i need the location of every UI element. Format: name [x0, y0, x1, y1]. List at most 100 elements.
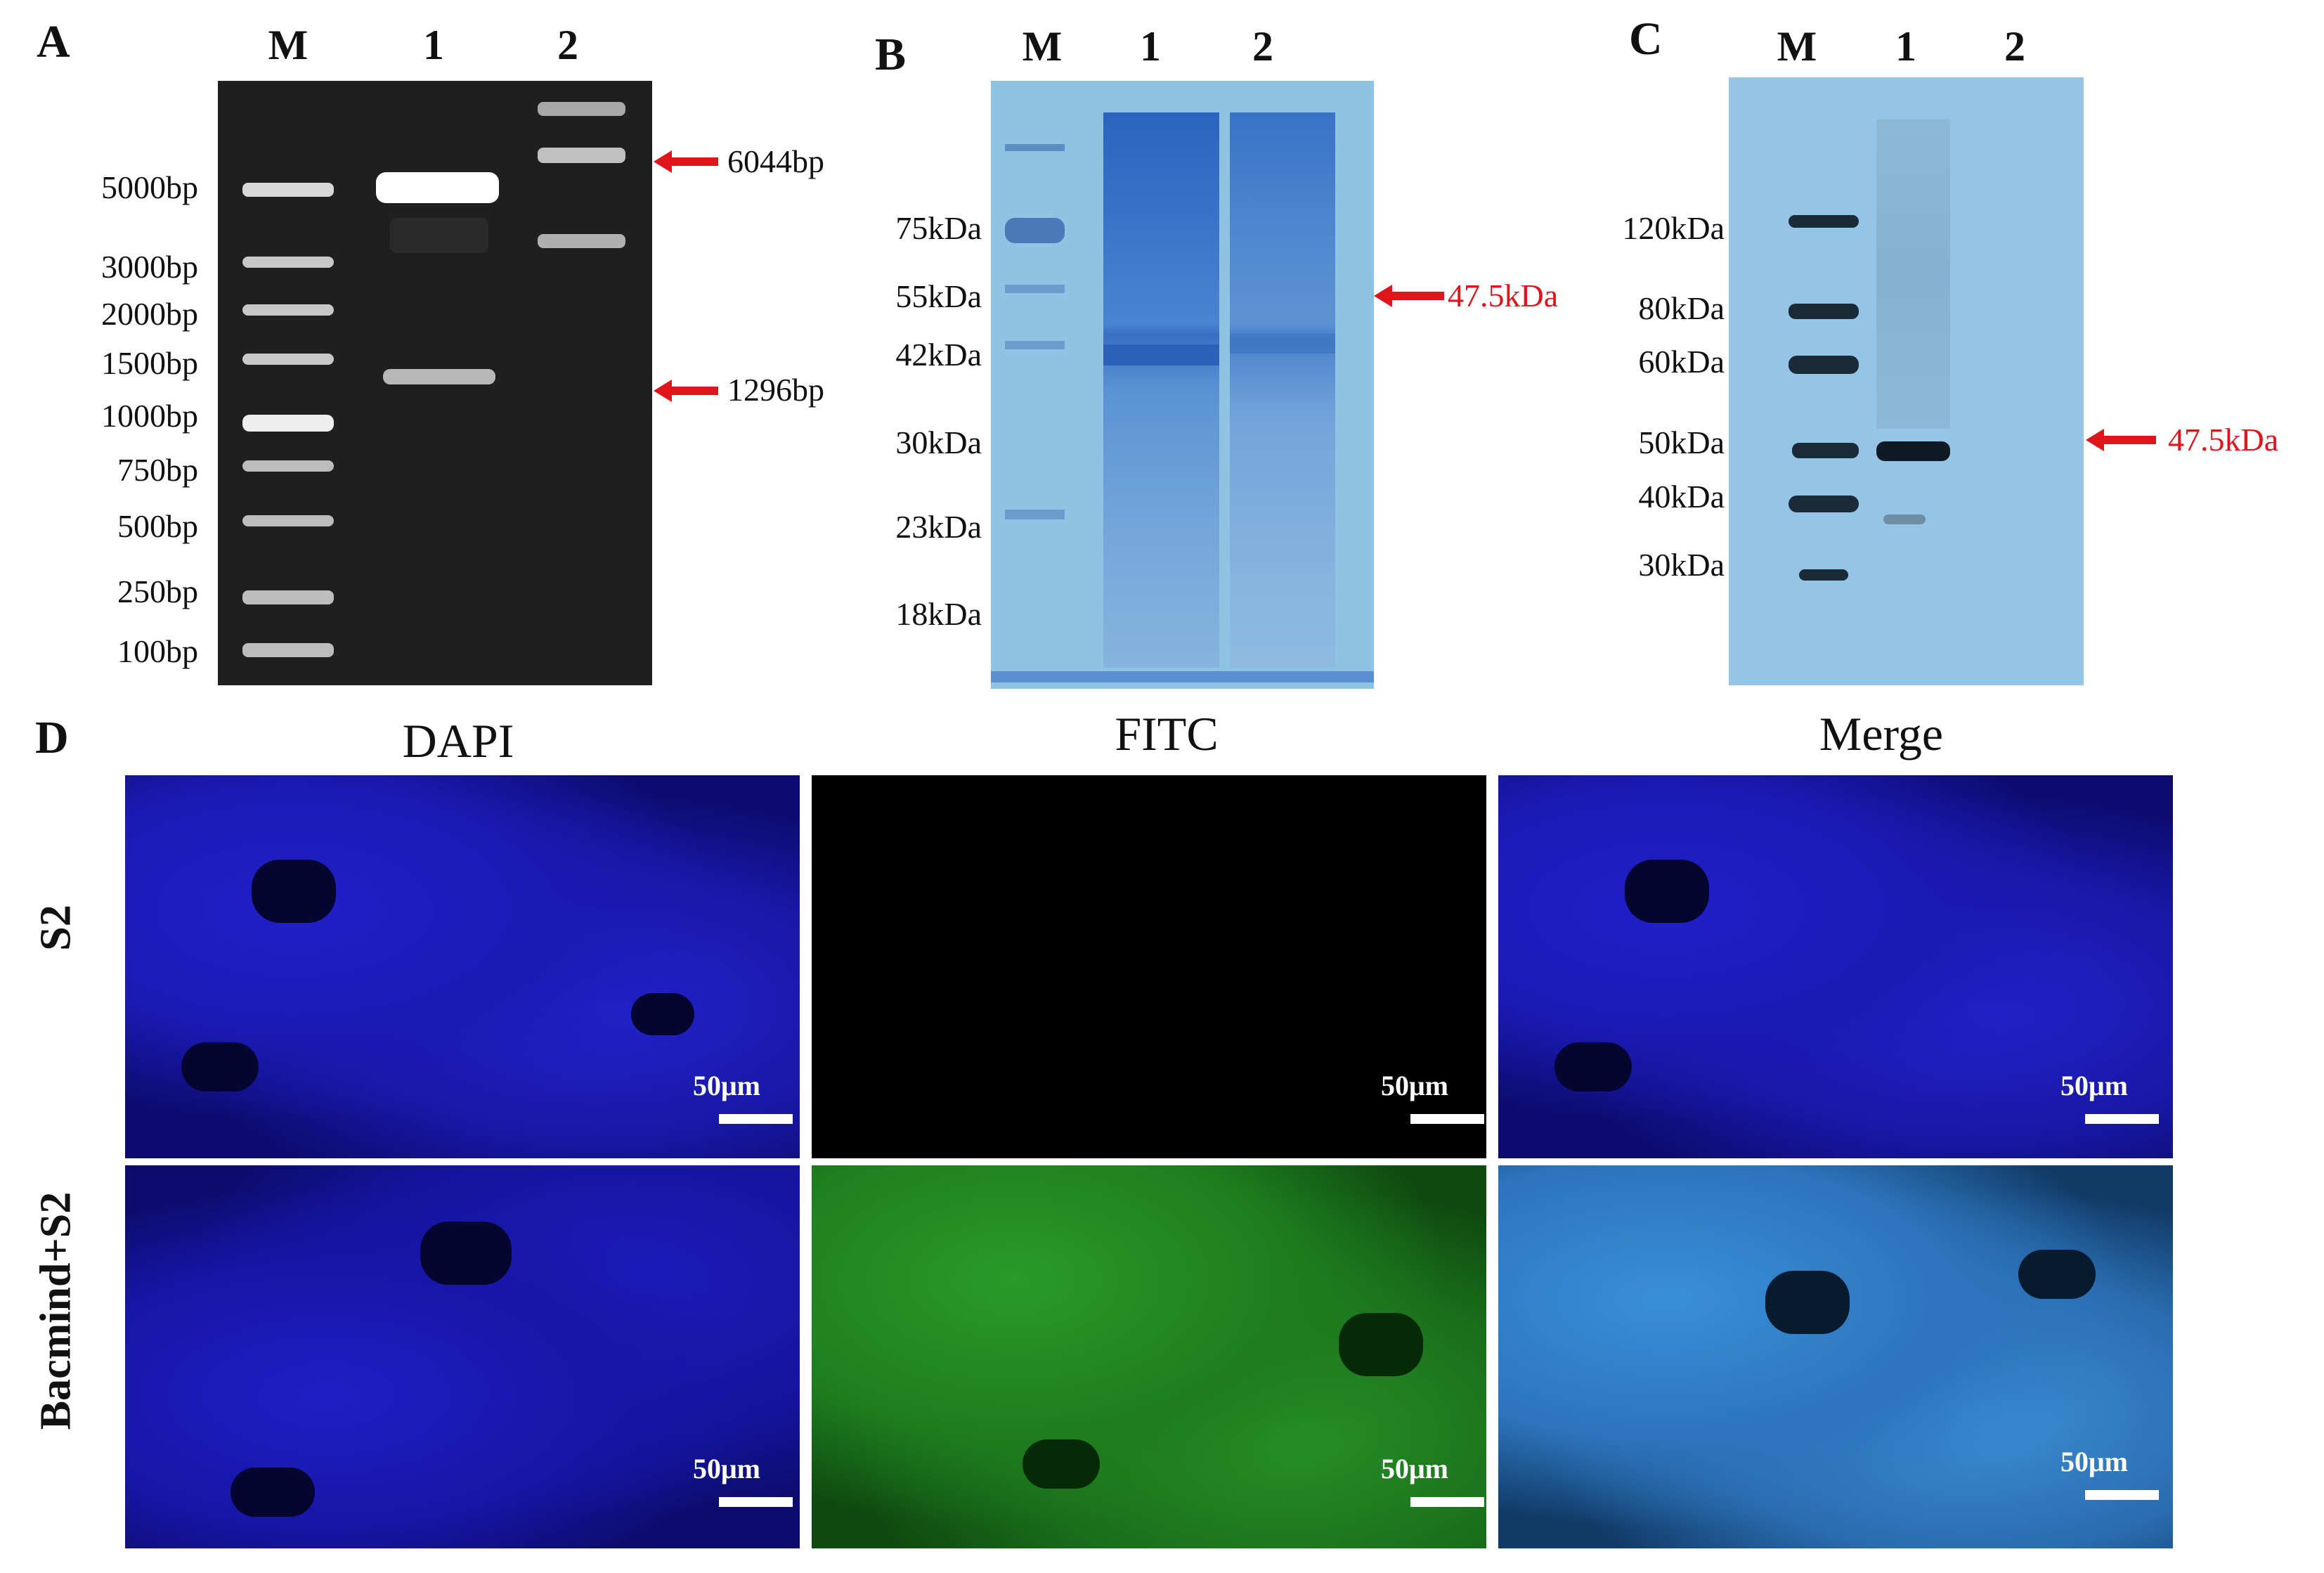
marker-label: 30kDa [895, 425, 982, 460]
scale-bar [2085, 1114, 2159, 1124]
ladder-band [242, 515, 334, 526]
dark-region [2018, 1250, 2096, 1299]
marker-band [1799, 569, 1848, 581]
marker-label: 42kDa [895, 337, 982, 373]
lane1-band [1103, 344, 1219, 365]
marker-label: 55kDa [895, 278, 982, 314]
marker-label: 75kDa [895, 210, 982, 246]
scale-bar-label: 50μm [2060, 1070, 2128, 1101]
micrograph-bacmind-dapi: 50μm [125, 1165, 800, 1548]
scale-bar-label: 50μm [2060, 1446, 2128, 1477]
marker-band [1005, 218, 1065, 243]
micrograph-bacmind-fitc: 50μm [812, 1165, 1486, 1548]
lane1-faint-band [1883, 514, 1926, 524]
dark-region [631, 993, 694, 1035]
micrograph-bacmind-merge: 50μm [1498, 1165, 2173, 1548]
marker-label: 250bp [117, 574, 198, 609]
panel-a-lane-1: 1 [423, 22, 444, 68]
scale-bar [1410, 1114, 1484, 1124]
dark-region [1765, 1271, 1850, 1334]
panel-a-letter: A [37, 16, 70, 67]
marker-label: 1500bp [101, 345, 198, 381]
panel-c-lane-m: M [1777, 23, 1817, 70]
marker-label: 500bp [117, 508, 198, 544]
marker-band [1005, 341, 1065, 349]
panel-c-lane-1: 1 [1895, 23, 1916, 70]
annotation-6044bp: 6044bp [727, 143, 824, 179]
marker-band [1005, 510, 1065, 519]
ladder-band [242, 590, 334, 604]
lane2-band [538, 148, 625, 163]
scale-bar-label: 50μm [693, 1453, 760, 1484]
scale-bar-label: 50μm [693, 1070, 760, 1101]
dark-region [1339, 1313, 1423, 1376]
dark-region [181, 1042, 259, 1092]
panel-c-lane-2: 2 [2004, 23, 2025, 70]
micrograph-s2-merge: 50μm [1498, 775, 2173, 1158]
marker-label: 80kDa [1638, 290, 1725, 326]
marker-label: 50kDa [1638, 425, 1725, 460]
dark-region [420, 1222, 512, 1285]
annotation-1296bp: 1296bp [727, 372, 824, 408]
dark-region [252, 860, 336, 923]
lane1-band-insert [383, 369, 495, 384]
lane2-band [538, 234, 625, 248]
lane1-band-vector [376, 172, 499, 203]
dark-region [1554, 1042, 1632, 1092]
lane2-band [1230, 334, 1335, 354]
scale-bar [719, 1114, 793, 1124]
ladder-band [242, 415, 334, 432]
micrograph-s2-dapi: 50μm [125, 775, 800, 1158]
column-header-dapi: DAPI [402, 714, 514, 768]
lane1-protein-smear [1103, 112, 1219, 668]
marker-label: 120kDa [1622, 210, 1725, 246]
marker-label: 40kDa [1638, 479, 1725, 514]
row-header-s2: S2 [32, 905, 80, 951]
marker-label: 100bp [117, 633, 198, 669]
western-blot-membrane [1729, 77, 2084, 685]
marker-band [1005, 144, 1065, 151]
scale-bar [1410, 1497, 1484, 1507]
agarose-gel [218, 81, 652, 685]
dark-region [1625, 860, 1709, 923]
lane1-target-band [1876, 441, 1950, 461]
marker-band [1789, 215, 1859, 228]
sds-page-gel [991, 81, 1374, 689]
ladder-band [242, 354, 334, 365]
marker-band [1789, 496, 1859, 512]
ladder-band [242, 257, 334, 268]
panel-b-lane-m: M [1022, 23, 1063, 70]
marker-label: 60kDa [1638, 344, 1725, 380]
column-header-fitc: FITC [1115, 707, 1219, 760]
column-header-merge: Merge [1819, 707, 1944, 760]
panel-b-lane-2: 2 [1252, 23, 1273, 70]
scale-bar-label: 50μm [1381, 1070, 1448, 1101]
panel-a-lane-2: 2 [557, 22, 578, 68]
scale-bar-label: 50μm [1381, 1453, 1448, 1484]
marker-label: 750bp [117, 452, 198, 488]
lane1-smear [1876, 119, 1950, 429]
scale-bar [719, 1497, 793, 1507]
marker-label: 5000bp [101, 169, 198, 205]
ladder-band [242, 183, 334, 197]
lane2-band [538, 102, 625, 116]
panel-d-letter: D [35, 712, 69, 763]
marker-label: 23kDa [895, 509, 982, 545]
dark-region [1023, 1439, 1100, 1489]
lane2-protein-smear [1230, 112, 1335, 668]
panel-a-lane-m: M [268, 22, 309, 68]
marker-label: 30kDa [1638, 547, 1725, 583]
marker-label: 18kDa [895, 596, 982, 632]
scale-bar [2085, 1490, 2159, 1500]
marker-band [1789, 304, 1859, 319]
marker-label: 3000bp [101, 249, 198, 285]
marker-band [1005, 285, 1065, 293]
row-header-bacmind-s2: Bacmind+S2 [32, 1191, 80, 1430]
lane1-smear [390, 218, 488, 253]
annotation-47-5kda: 47.5kDa [1448, 278, 1559, 313]
ladder-band [242, 643, 334, 657]
micrograph-s2-fitc: 50μm [812, 775, 1486, 1158]
marker-label: 1000bp [101, 398, 198, 434]
panel-c-letter: C [1629, 13, 1663, 65]
marker-label: 2000bp [101, 296, 198, 332]
